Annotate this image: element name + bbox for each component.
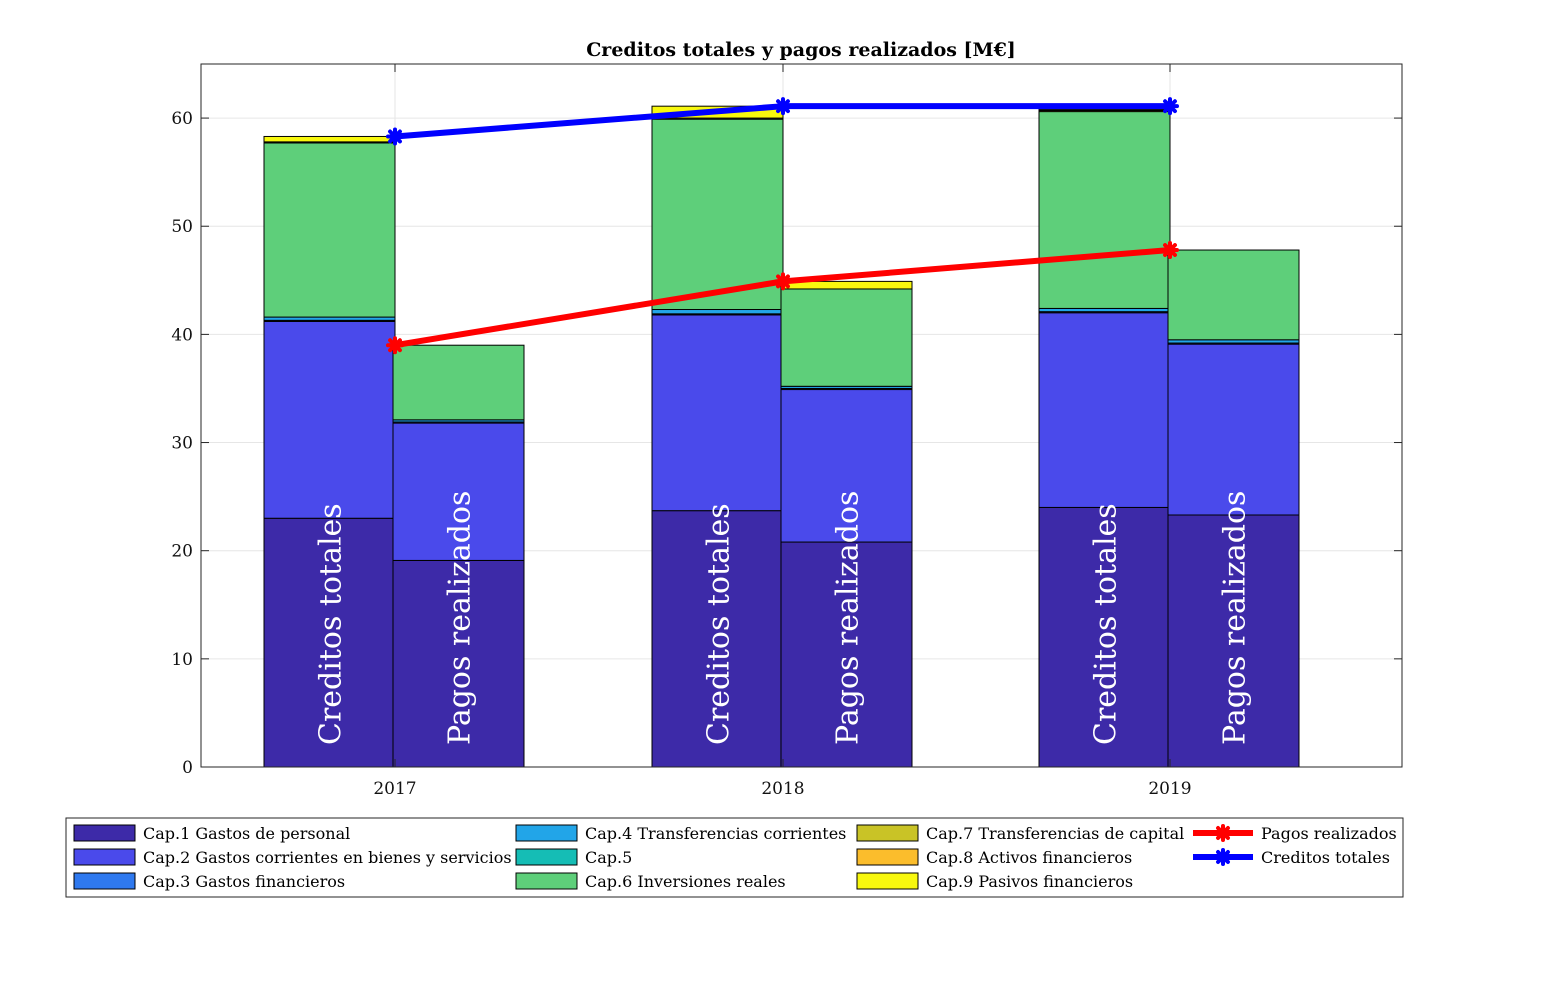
x-tick-label: 2018 [761,779,804,799]
legend-label: Cap.1 Gastos de personal [143,824,350,843]
y-tick-label: 20 [171,542,193,562]
bar-label-creditos: Creditos totales [314,503,349,745]
bar-segment-6-creditos-2017 [263,142,396,318]
bar-labels: Creditos totales Pagos realizados Creditos… [314,491,1253,745]
legend-label: Cap.5 [585,848,632,867]
legend-marker [1214,824,1232,842]
bar-segment-1-creditos-2017 [263,517,396,768]
legend-swatch [73,872,136,890]
legend-label: Creditos totales [1261,848,1390,867]
y-tick-label: 60 [171,109,193,129]
legend-swatch [73,824,136,842]
bar-label-pagos: Pagos realizados [443,491,478,745]
y-axis: 0 10 20 30 40 50 60 [171,109,1402,778]
legend-swatch [515,872,578,890]
y-tick-label: 0 [182,758,193,778]
line-point-0-1-stroke [776,274,790,289]
y-tick-label: 10 [171,650,193,670]
legend-label: Cap.4 Transferencias corrientes [585,824,846,843]
legend-label: Cap.7 Transferencias de capital [926,824,1184,843]
legend-swatch [515,848,578,866]
bar-segment-2-pagos-2017 [392,422,525,561]
line-point-0-0-stroke [388,338,402,353]
legend-swatch [856,824,919,842]
y-tick-label: 30 [171,434,193,454]
bar-segment-2-pagos-2018 [780,389,913,543]
bar-label-pagos: Pagos realizados [831,491,866,745]
chart-title: Creditos totales y pagos realizados [M€] [586,39,1016,61]
bar-label-creditos: Creditos totales [1089,503,1124,745]
bar-segment-9-creditos-2019 [1038,108,1171,112]
bar-segment-1-creditos-2018 [651,510,784,768]
legend-marker-stroke [1216,826,1230,840]
bar-label-pagos: Pagos realizados [1218,491,1253,745]
line-series-1 [386,97,1179,146]
legend-label: Cap.6 Inversiones reales [585,872,786,891]
line-point-1-0-stroke [388,129,402,144]
legend-swatch [73,848,136,866]
bar-segment-6-pagos-2018 [780,288,913,387]
bar-segment-6-pagos-2019 [1167,249,1300,341]
bar-segment-1-creditos-2019 [1038,506,1171,768]
bar-segment-2-pagos-2019 [1167,343,1300,516]
legend-box [65,817,1404,898]
line-series-0 [386,241,1179,355]
bar-segment-2-creditos-2017 [263,320,396,519]
bar-segment-1-pagos-2019 [1167,514,1300,768]
line-point-1-2-stroke [1163,99,1177,114]
bars [263,105,1300,768]
legend-swatch [856,872,919,890]
bar-label-creditos: Creditos totales [702,503,737,745]
bar-segment-6-creditos-2019 [1038,111,1171,309]
line-point-0-2-stroke [1163,243,1177,257]
bar-segment-6-creditos-2018 [651,118,784,311]
bar-segment-4-creditos-2018 [651,309,784,315]
bar-segment-9-creditos-2017 [263,135,396,143]
line-point-1-1-stroke [776,99,790,114]
legend-swatch [856,848,919,866]
bar-segment-2-creditos-2018 [651,314,784,512]
legend-label: Cap.9 Pasivos financieros [926,872,1133,891]
y-tick-label: 40 [171,325,193,345]
lines [386,97,1179,355]
legend-label: Cap.2 Gastos corrientes en bienes y serv… [143,848,512,867]
bar-segment-6-pagos-2017 [392,344,525,421]
legend-marker-stroke [1216,850,1230,864]
legend-label: Cap.8 Activos financieros [926,848,1132,867]
bar-segment-2-creditos-2019 [1038,312,1171,508]
legend: Cap.1 Gastos de personal Cap.2 Gastos cor… [73,824,1397,891]
y-tick-label: 50 [171,217,193,237]
legend-label: Cap.3 Gastos financieros [143,872,345,891]
bar-segment-1-pagos-2017 [392,559,525,768]
legend-swatch [515,824,578,842]
plot-frame [200,63,1403,768]
legend-label: Pagos realizados [1261,824,1397,843]
x-axis: 2017 2018 2019 [373,64,1192,799]
x-tick-label: 2019 [1148,779,1191,799]
legend-marker [1214,848,1232,866]
bar-segment-1-pagos-2018 [780,541,913,768]
x-tick-label: 2017 [373,779,416,799]
